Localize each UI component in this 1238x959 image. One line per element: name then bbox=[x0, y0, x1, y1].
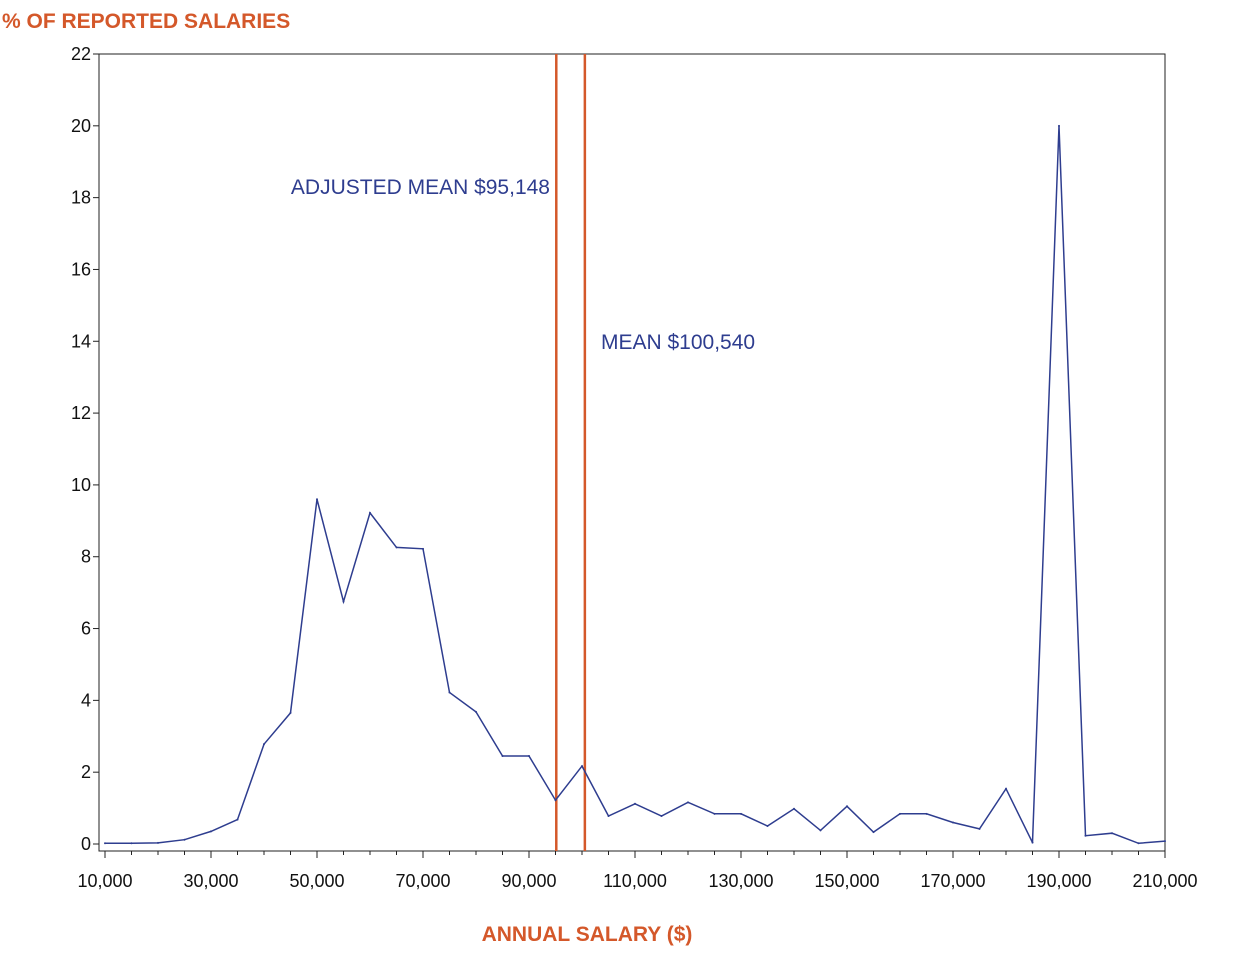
data-point bbox=[210, 830, 212, 833]
x-tick-label: 190,000 bbox=[1026, 871, 1091, 891]
data-point bbox=[660, 814, 663, 817]
data-point bbox=[395, 546, 398, 549]
x-tick-label: 150,000 bbox=[814, 871, 879, 891]
data-point bbox=[793, 807, 795, 810]
data-point bbox=[581, 765, 583, 768]
x-tick-label: 70,000 bbox=[395, 871, 450, 891]
data-point bbox=[342, 600, 345, 603]
series-group bbox=[104, 124, 1166, 845]
data-point bbox=[104, 842, 106, 845]
y-tick-label: 20 bbox=[71, 116, 91, 136]
series-line bbox=[105, 125, 1166, 845]
adjusted-mean-label: ADJUSTED MEAN $95,148 bbox=[291, 176, 550, 199]
y-axis-title: % OF REPORTED SALARIES bbox=[2, 10, 290, 33]
data-point bbox=[952, 821, 954, 824]
data-point bbox=[448, 691, 451, 694]
x-tick-label: 170,000 bbox=[920, 871, 985, 891]
data-point bbox=[1031, 841, 1034, 844]
data-point bbox=[740, 812, 742, 815]
y-tick-label: 18 bbox=[71, 188, 91, 208]
x-tick-label: 30,000 bbox=[183, 871, 238, 891]
y-tick-label: 22 bbox=[71, 44, 91, 64]
data-point bbox=[1164, 840, 1166, 843]
mean-label: MEAN $100,540 bbox=[601, 331, 755, 354]
y-tick-label: 14 bbox=[71, 331, 91, 351]
data-point bbox=[528, 755, 530, 758]
data-point bbox=[634, 802, 636, 805]
data-point bbox=[554, 799, 557, 802]
data-point bbox=[819, 829, 822, 832]
data-point bbox=[687, 801, 689, 804]
data-point bbox=[369, 511, 371, 514]
data-point bbox=[899, 812, 901, 815]
x-axis-title: ANNUAL SALARY ($) bbox=[482, 923, 693, 946]
data-point bbox=[713, 812, 716, 815]
data-point bbox=[766, 825, 769, 828]
reference-lines bbox=[555, 54, 587, 851]
y-tick-label: 2 bbox=[81, 762, 91, 782]
x-tick-label: 50,000 bbox=[289, 871, 344, 891]
x-tick-label: 110,000 bbox=[603, 871, 667, 891]
x-tick-label: 90,000 bbox=[501, 871, 556, 891]
data-point bbox=[978, 827, 981, 830]
data-point bbox=[236, 818, 239, 821]
y-tick-label: 6 bbox=[81, 619, 91, 639]
y-tick-label: 12 bbox=[71, 403, 91, 423]
x-tick-label: 10,000 bbox=[77, 871, 132, 891]
data-point bbox=[316, 498, 318, 501]
data-point bbox=[501, 755, 504, 758]
data-point bbox=[289, 711, 292, 714]
y-tick-label: 0 bbox=[81, 834, 91, 854]
data-point bbox=[872, 831, 875, 834]
data-point bbox=[183, 838, 186, 841]
data-point bbox=[1084, 834, 1087, 837]
y-tick-label: 16 bbox=[71, 259, 91, 279]
data-point bbox=[846, 805, 848, 808]
y-tick-label: 10 bbox=[71, 475, 91, 495]
x-axis: 10,000 30,000 50,000 70,000 90,000 110,000 130… bbox=[77, 851, 1198, 891]
data-point bbox=[130, 842, 133, 845]
y-tick-label: 8 bbox=[81, 547, 91, 567]
data-point bbox=[1058, 124, 1060, 127]
data-point bbox=[1005, 787, 1007, 790]
x-tick-label: 210,000 bbox=[1132, 871, 1197, 891]
data-point bbox=[925, 812, 928, 815]
y-axis: 0 2 4 6 8 10 12 14 16 18 20 22 bbox=[71, 44, 99, 854]
x-tick-label: 130,000 bbox=[708, 871, 773, 891]
data-point bbox=[422, 547, 424, 550]
data-point bbox=[263, 743, 265, 746]
y-tick-label: 4 bbox=[81, 690, 91, 710]
data-point bbox=[157, 841, 159, 844]
data-point bbox=[607, 814, 610, 817]
plot-frame bbox=[98, 53, 1166, 852]
data-point bbox=[1111, 832, 1113, 835]
data-point bbox=[475, 710, 477, 713]
data-point bbox=[1137, 842, 1140, 845]
